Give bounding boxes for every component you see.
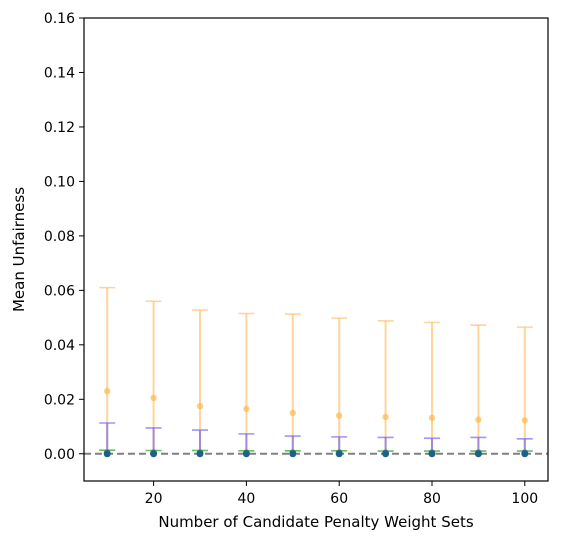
x-tick-label: 60 (330, 491, 348, 507)
y-tick-label: 0.06 (44, 283, 75, 299)
data-point (336, 412, 343, 419)
chart-marks (84, 286, 548, 458)
data-point (150, 450, 158, 458)
plot-frame (83, 17, 549, 482)
data-point (475, 416, 482, 423)
y-axis-label: Mean Unfairness (10, 187, 28, 312)
y-axis-ticks: 0.00 0.02 0.04 0.06 0.08 0.10 0.12 0.14 0.16 (44, 11, 84, 463)
data-point (103, 450, 111, 458)
x-axis-label: Number of Candidate Penalty Weight Sets (158, 513, 473, 531)
x-axis-ticks: 20 40 60 80 100 (145, 481, 538, 507)
x-tick-label: 40 (237, 491, 255, 507)
data-point (521, 450, 529, 458)
series-0 (99, 286, 533, 454)
y-tick-label: 0.04 (44, 338, 75, 354)
x-tick-label: 20 (145, 491, 163, 507)
data-point (196, 402, 204, 410)
data-point (289, 450, 297, 458)
data-point (104, 387, 111, 395)
data-point (243, 405, 250, 413)
y-tick-label: 0.10 (44, 174, 75, 190)
y-tick-label: 0.08 (44, 229, 75, 245)
data-point (289, 409, 296, 417)
data-point (335, 450, 343, 458)
data-point (474, 450, 482, 458)
x-tick-label: 100 (511, 491, 538, 507)
data-point (150, 394, 157, 402)
data-point (382, 450, 390, 458)
y-tick-label: 0.12 (44, 120, 75, 136)
data-point (382, 413, 389, 421)
y-tick-label: 0.02 (44, 392, 75, 408)
y-tick-label: 0.16 (44, 11, 75, 27)
series-1 (99, 422, 533, 456)
data-point (242, 450, 250, 458)
y-tick-label: 0.14 (44, 65, 75, 81)
y-tick-label: 0.00 (44, 447, 75, 463)
data-point (521, 417, 528, 424)
data-point (428, 414, 436, 422)
data-point (428, 450, 436, 458)
data-point (196, 450, 204, 458)
series-3 (103, 450, 529, 458)
x-tick-label: 80 (423, 491, 441, 507)
